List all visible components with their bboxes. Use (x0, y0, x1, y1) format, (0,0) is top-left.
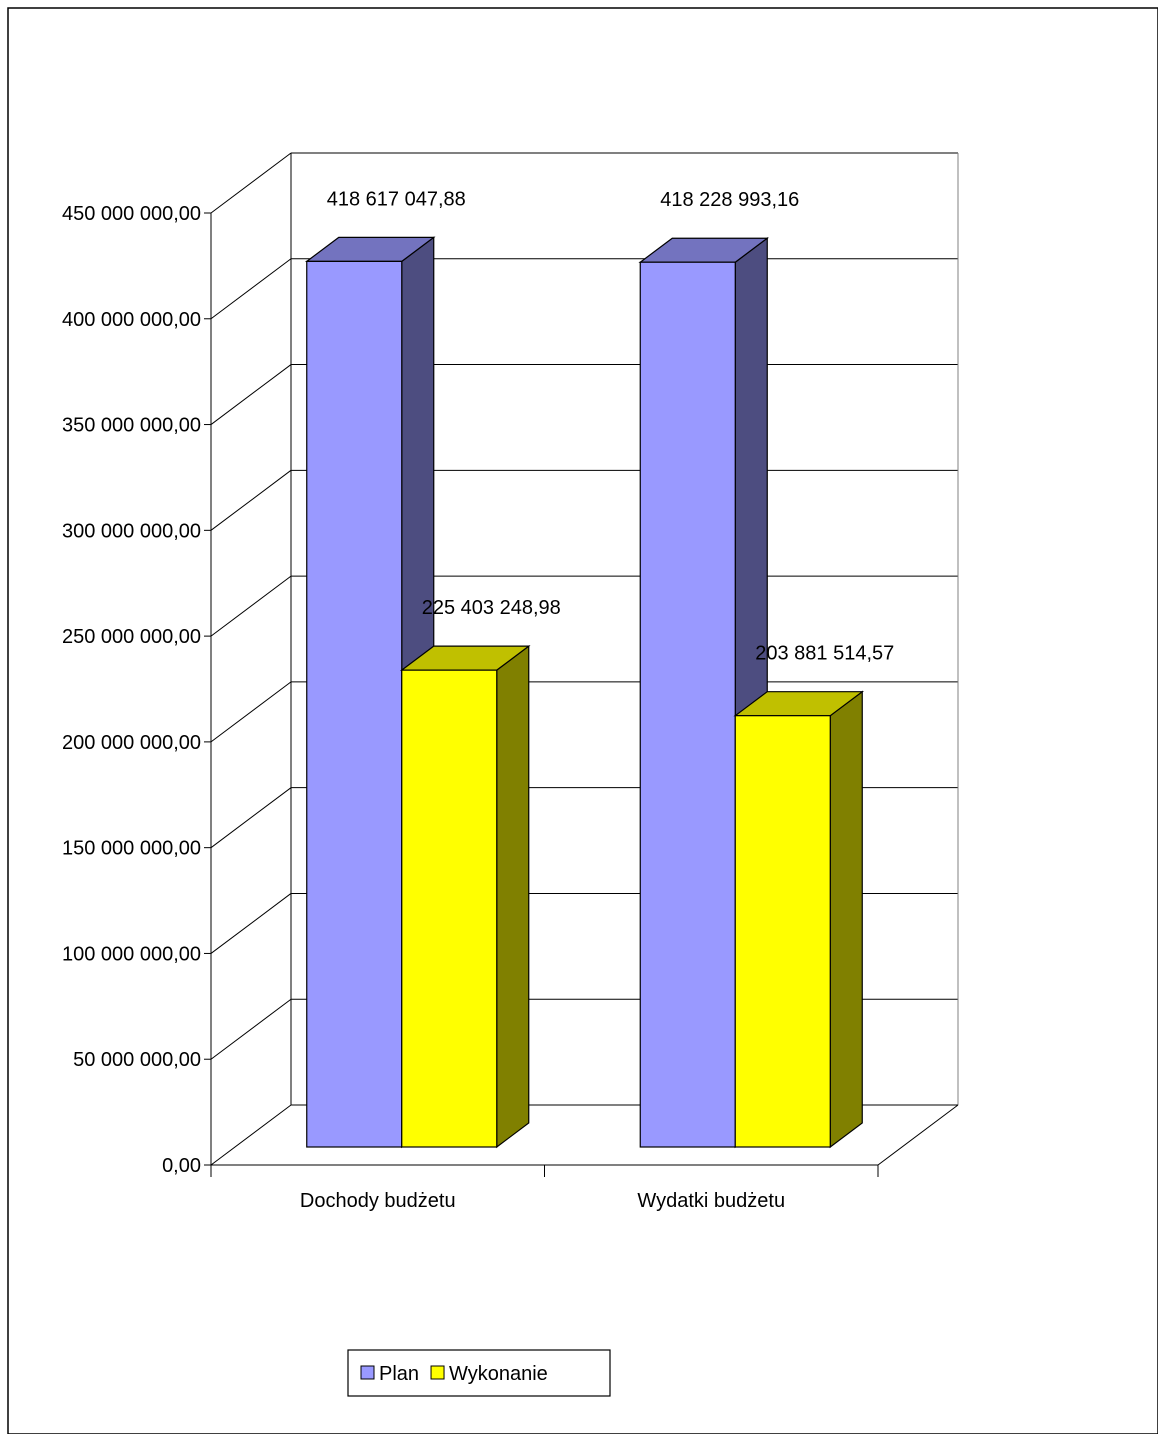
y-tick-label: 250 000 000,00 (62, 626, 201, 648)
legend-swatch (360, 1365, 375, 1380)
side-grid-line (210, 575, 292, 637)
x-category-label: Wydatki budżetu (637, 1190, 785, 1212)
legend: Plan Wykonanie (347, 1349, 611, 1397)
data-label: 225 403 248,98 (422, 597, 561, 619)
side-grid-line (210, 469, 292, 531)
side-grid-line (210, 681, 292, 743)
legend-label: Plan (379, 1363, 419, 1385)
bar-wykonanie-0: 225 403 248,98 (399, 597, 561, 1149)
side-grid-line (210, 1104, 292, 1166)
side-grid-line (210, 893, 292, 954)
data-label: 418 617 047,88 (327, 188, 466, 210)
chart-border (7, 7, 1158, 1434)
y-tick-label: 0,00 (162, 1155, 201, 1177)
bar-front (734, 715, 831, 1148)
side-grid-line (210, 998, 292, 1060)
y-tick-label: 200 000 000,00 (62, 732, 201, 754)
legend-swatch (430, 1365, 445, 1380)
legend-label: Wykonanie (449, 1363, 548, 1385)
bar-front (306, 260, 403, 1148)
y-tick-label: 450 000 000,00 (62, 203, 201, 225)
x-axis: Dochody budżetu Wydatki budżetu (210, 1164, 879, 1212)
bar-wykonanie-1: 203 881 514,57 (733, 643, 894, 1149)
legend-box (347, 1349, 611, 1397)
y-tick-label: 150 000 000,00 (62, 838, 201, 860)
data-label: 203 881 514,57 (755, 643, 894, 665)
y-tick-label: 300 000 000,00 (62, 520, 201, 542)
bar-front (639, 261, 736, 1148)
side-grid-line (210, 152, 292, 214)
side-grid-line (210, 364, 292, 425)
y-tick-label: 50 000 000,00 (73, 1049, 201, 1071)
y-axis: 0,00 50 000 000,00 100 000 000,00 150 000 0… (62, 203, 212, 1177)
bar-side (829, 690, 863, 1149)
bar-plan-1: 418 228 993,16 (638, 189, 799, 1149)
bar-side (496, 644, 530, 1149)
y-tick-label: 350 000 000,00 (62, 415, 201, 437)
bars: 418 617 047,88 225 403 248,98 418 228 993,… (304, 188, 894, 1149)
x-category-label: Dochody budżetu (300, 1190, 456, 1212)
side-grid-line (210, 787, 292, 849)
y-tick-label: 400 000 000,00 (62, 309, 201, 331)
side-grid-line (210, 258, 292, 320)
bar-front (401, 669, 498, 1148)
y-tick-label: 100 000 000,00 (62, 943, 201, 965)
data-label: 418 228 993,16 (660, 189, 799, 211)
floor-right-edge (877, 1104, 959, 1166)
